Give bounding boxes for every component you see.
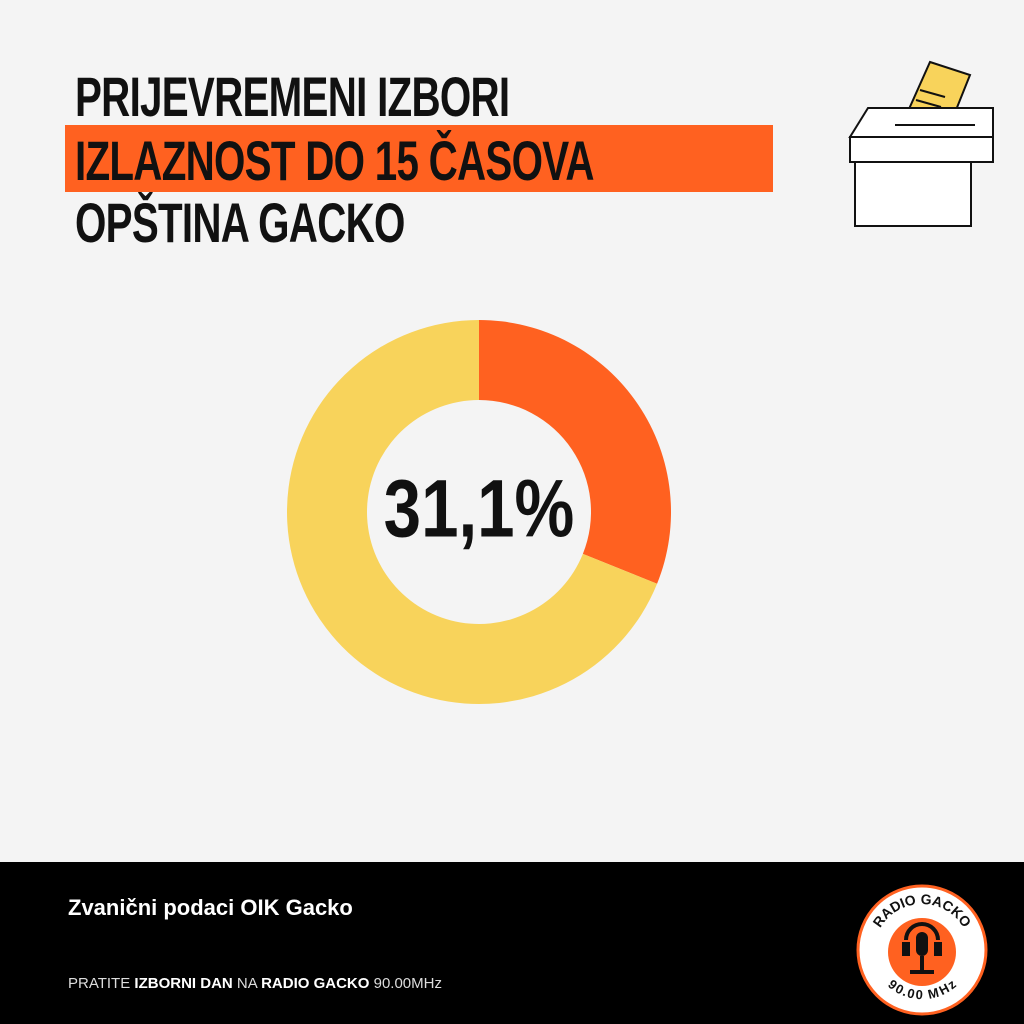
promo-text: RADIO GACKO bbox=[261, 975, 370, 992]
highlight-bar bbox=[65, 125, 773, 192]
promo-text: IZBORNI DAN bbox=[134, 975, 233, 992]
value-label: 31,1% bbox=[384, 462, 575, 554]
title-line: PRIJEVREMENI IZBORI bbox=[75, 65, 510, 128]
promo-text: PRATITE bbox=[68, 975, 131, 992]
title-line: IZLAZNOST DO 15 ČASOVA bbox=[75, 129, 595, 192]
ballot-icon bbox=[848, 60, 994, 227]
footer bbox=[0, 862, 1024, 1024]
promo-line: PRATITE IZBORNI DAN NA RADIO GACKO 90.00… bbox=[68, 975, 442, 992]
promo-text: 90.00MHz bbox=[373, 975, 442, 992]
promo-text: NA bbox=[236, 975, 257, 992]
source-note: Zvanični podaci OIK Gacko bbox=[68, 895, 353, 920]
chart: 31,1% bbox=[287, 60, 994, 704]
title-line: OPŠTINA GACKO bbox=[75, 191, 405, 254]
logo: RADIO GACKO 90.00 MHz bbox=[856, 884, 988, 1016]
donut-segment bbox=[287, 320, 658, 704]
donut-segment bbox=[479, 320, 672, 584]
